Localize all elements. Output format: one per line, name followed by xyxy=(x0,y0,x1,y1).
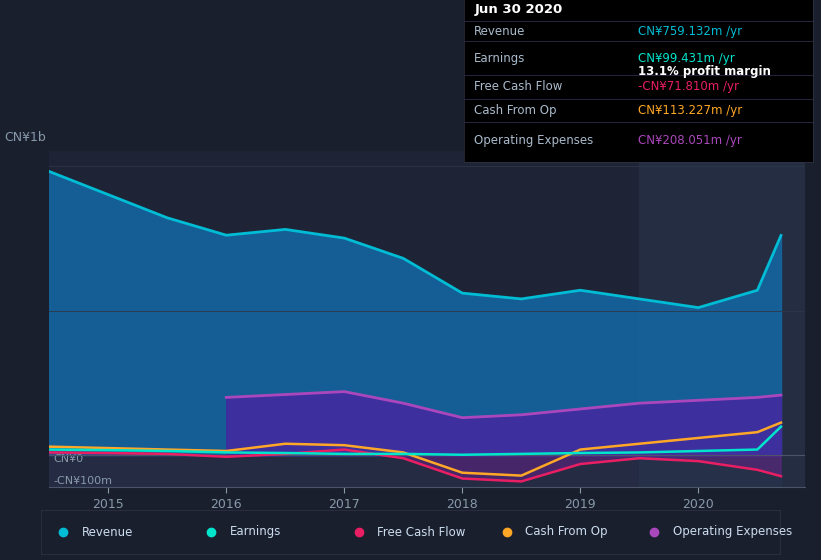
Text: Earnings: Earnings xyxy=(475,52,525,65)
Text: CN¥113.227m /yr: CN¥113.227m /yr xyxy=(639,104,742,117)
Text: Free Cash Flow: Free Cash Flow xyxy=(475,80,562,94)
Text: Revenue: Revenue xyxy=(82,525,133,539)
Text: Cash From Op: Cash From Op xyxy=(525,525,608,539)
Text: Operating Expenses: Operating Expenses xyxy=(475,134,594,147)
Bar xyxy=(640,151,805,487)
Text: CN¥759.132m /yr: CN¥759.132m /yr xyxy=(639,25,742,38)
Text: -CN¥100m: -CN¥100m xyxy=(53,475,112,486)
Text: CN¥99.431m /yr: CN¥99.431m /yr xyxy=(639,52,735,65)
Text: 13.1% profit margin: 13.1% profit margin xyxy=(639,65,771,78)
Text: -CN¥71.810m /yr: -CN¥71.810m /yr xyxy=(639,80,740,94)
Text: Revenue: Revenue xyxy=(475,25,525,38)
Text: Jun 30 2020: Jun 30 2020 xyxy=(475,3,562,16)
Text: Free Cash Flow: Free Cash Flow xyxy=(378,525,466,539)
Text: CN¥0: CN¥0 xyxy=(53,454,83,464)
Text: Earnings: Earnings xyxy=(230,525,281,539)
Text: CN¥1b: CN¥1b xyxy=(4,132,46,144)
Text: CN¥208.051m /yr: CN¥208.051m /yr xyxy=(639,134,742,147)
Text: Operating Expenses: Operating Expenses xyxy=(673,525,792,539)
Text: Cash From Op: Cash From Op xyxy=(475,104,557,117)
